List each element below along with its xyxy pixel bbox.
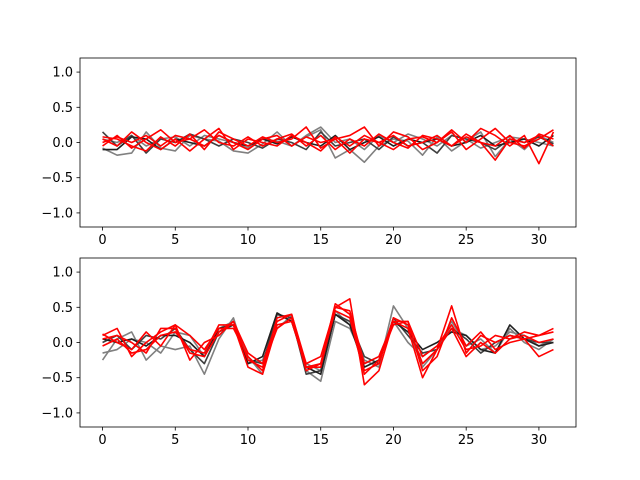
y-tick-label: 0.5 [52, 101, 73, 116]
x-tick-label: 25 [458, 233, 475, 248]
series-line-5 [102, 302, 554, 372]
x-tick-label: 15 [312, 233, 329, 248]
x-tick-label: 10 [240, 233, 257, 248]
y-tick-label: 0.0 [52, 136, 73, 151]
x-tick-label: 5 [171, 233, 179, 248]
y-tick-label: −0.5 [41, 371, 73, 386]
x-tick-label: 20 [385, 233, 402, 248]
y-tick-label: 1.0 [52, 266, 73, 281]
y-tick-label: −1.0 [41, 406, 73, 421]
x-tick-label: 0 [98, 433, 106, 448]
series-line-7 [102, 310, 554, 375]
chart-top-axes: 0 5 10 15 20 25 30 −1.0 −0.5 0.0 0.5 1.0 [41, 57, 577, 248]
x-tick-label: 0 [98, 233, 106, 248]
chart-bottom-axes: 0 5 10 15 20 25 30 −1.0 −0.5 0.0 0.5 1.0 [41, 257, 577, 448]
series-line-1 [102, 126, 554, 151]
x-tick-label: 25 [458, 433, 475, 448]
y-tick-label: 0.0 [52, 336, 73, 351]
series-line-7 [102, 129, 554, 161]
x-tick-label: 20 [385, 433, 402, 448]
y-tick-label: 0.5 [52, 301, 73, 316]
x-tick-label: 10 [240, 433, 257, 448]
y-tick-label: 1.0 [52, 66, 73, 81]
x-tick-label: 5 [171, 433, 179, 448]
series-line-0 [101, 305, 554, 383]
x-tick-label: 30 [531, 233, 548, 248]
x-tick-label: 15 [312, 433, 329, 448]
y-tick-label: −0.5 [41, 171, 73, 186]
y-tick-label: −1.0 [41, 206, 73, 221]
x-tick-label: 30 [531, 433, 548, 448]
